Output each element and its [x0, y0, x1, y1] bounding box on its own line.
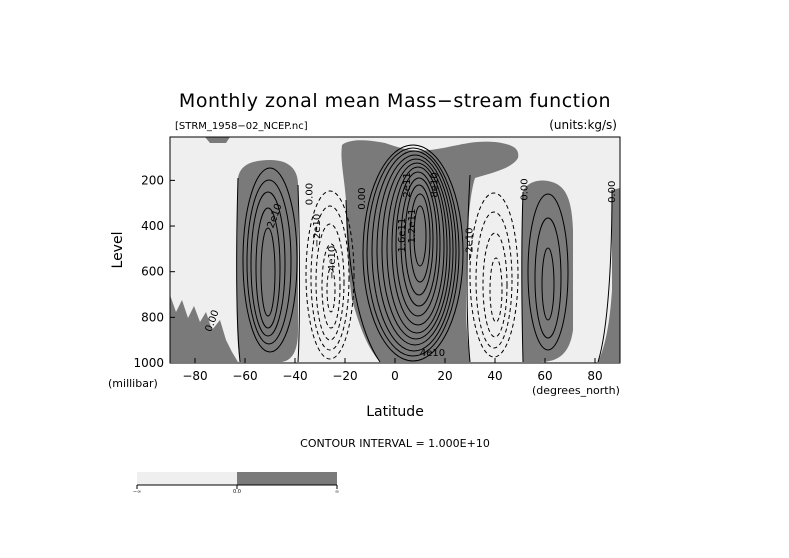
- positive-region-sh-subtropical: [236, 160, 298, 362]
- x-tick-label: −40: [282, 369, 307, 383]
- contours-tropical-positive: [362, 144, 464, 362]
- file-label: [STRM_1958−02_NCEP.nc]: [175, 121, 308, 132]
- colorbar-tick-label-middle: 0.0: [233, 489, 241, 495]
- contour-label: −2e10: [465, 227, 476, 261]
- positive-region-nh-polar: [598, 188, 620, 362]
- colorbar-tick-label-right: ∞: [335, 489, 339, 495]
- x-axis-title: Latitude: [366, 404, 424, 420]
- colorbar-positive-swatch: [237, 472, 337, 485]
- y-axis-title: Level: [110, 232, 126, 269]
- x-tick-label: −80: [182, 369, 207, 383]
- contours-nh-positive: [527, 193, 569, 351]
- x-tick-label: 80: [587, 369, 602, 383]
- contour-label: 8e10: [430, 172, 441, 197]
- y-tick-label: 1000: [133, 356, 164, 370]
- colorbar: −∞ 0.0 ∞: [133, 472, 339, 495]
- y-units-label: (millibar): [108, 377, 158, 390]
- x-tick-label: 0: [391, 369, 399, 383]
- positive-region-nh-midlatitude: [521, 180, 573, 362]
- x-tick-label: −60: [232, 369, 257, 383]
- contours-sh-negative: [305, 190, 355, 360]
- x-tick-label: 40: [487, 369, 502, 383]
- zero-contours: [236, 174, 613, 363]
- plot-area: [170, 137, 620, 363]
- x-tick-label: 60: [537, 369, 552, 383]
- contour-label: 1.2e11: [407, 209, 418, 244]
- y-tick-label: 600: [141, 265, 164, 279]
- contour-label: −2e10: [312, 214, 323, 248]
- contours-sh-positive: [242, 167, 298, 353]
- y-tick-label: 200: [141, 173, 164, 187]
- positive-region-top-tab: [205, 137, 230, 143]
- contour-label: 0.00: [607, 181, 618, 203]
- chart-title: Monthly zonal mean Mass−stream function: [179, 90, 611, 112]
- contour-label: 2e11: [402, 172, 413, 197]
- contour-label: 0.00: [357, 188, 368, 210]
- y-tick-label: 400: [141, 219, 164, 233]
- contour-label: 4e10: [420, 348, 445, 359]
- y-axis: 200 400 600 800 1000: [133, 173, 175, 370]
- x-units-label: (degrees_north): [532, 384, 620, 397]
- positive-region-sh-surface: [170, 295, 238, 362]
- contour-label: 1.6e11: [397, 218, 408, 253]
- contour-label: 0.00: [305, 183, 316, 205]
- units-label: (units:kg/s): [549, 118, 617, 132]
- x-tick-label: 20: [437, 369, 452, 383]
- y-tick-label: 800: [141, 310, 164, 324]
- colorbar-tick-label-left: −∞: [133, 489, 141, 495]
- x-axis: −80 −60 −40 −20 0 20 40 60 80: [182, 358, 603, 383]
- contour-interval-label: CONTOUR INTERVAL = 1.000E+10: [300, 437, 490, 450]
- contours-nh-negative: [469, 192, 519, 358]
- colorbar-negative-swatch: [137, 472, 237, 485]
- contour-label: 0.00: [520, 178, 531, 200]
- x-tick-label: −20: [332, 369, 357, 383]
- contour-label: −4e10: [327, 246, 338, 280]
